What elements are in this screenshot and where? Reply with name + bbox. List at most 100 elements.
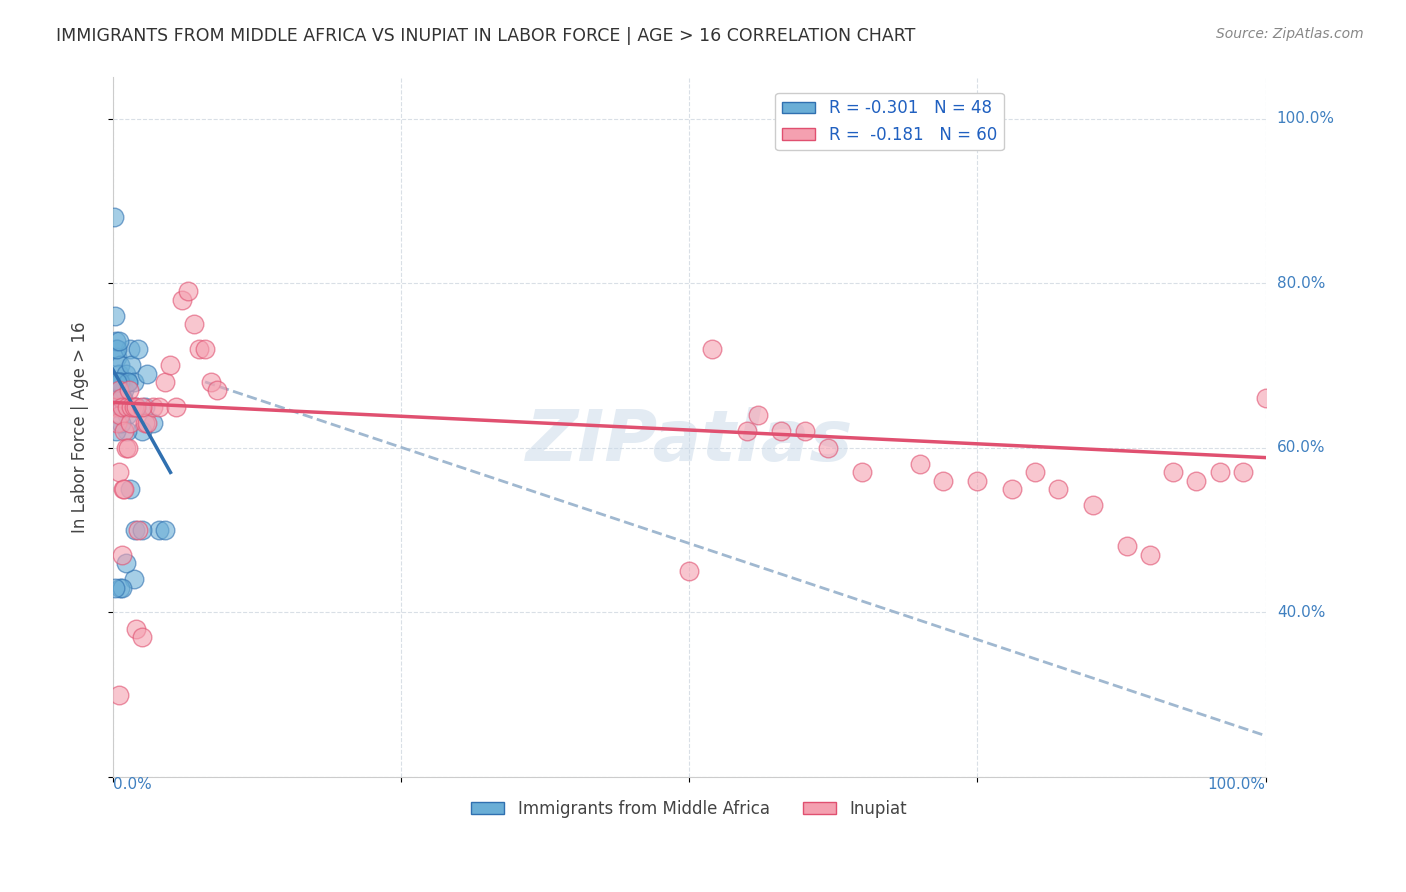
Point [107,375,129,389]
Point [1116,540,1139,554]
Point [124,523,146,537]
Point [115,400,138,414]
Point [165,400,187,414]
Point [125,400,148,414]
Point [127,342,149,356]
Y-axis label: In Labor Force | Age > 16: In Labor Force | Age > 16 [72,321,89,533]
Text: 100.0%: 100.0% [1208,777,1265,792]
Point [107,375,129,389]
Point [108,359,131,373]
Point [107,416,129,430]
Point [105,342,128,356]
Point [104,309,127,323]
Point [131,400,153,414]
Point [114,441,136,455]
Point [205,383,228,397]
Point [112,392,135,406]
Point [108,408,131,422]
Point [107,350,129,364]
Point [1047,482,1070,496]
Point [105,400,128,414]
Point [702,342,724,356]
Point [105,334,128,348]
Point [120,342,142,356]
Point [107,688,129,702]
Point [142,400,165,414]
Point [183,318,205,332]
Point [117,375,139,389]
Point [112,482,135,496]
Text: IMMIGRANTS FROM MIDDLE AFRICA VS INUPIAT IN LABOR FORCE | AGE > 16 CORRELATION C: IMMIGRANTS FROM MIDDLE AFRICA VS INUPIAT… [56,27,915,45]
Point [127,523,149,537]
Point [194,342,217,356]
Text: 40.0%: 40.0% [1277,605,1324,620]
Point [747,408,769,422]
Point [120,400,142,414]
Point [142,416,165,430]
Point [114,556,136,570]
Point [110,392,132,406]
Point [1139,548,1161,562]
Point [125,622,148,636]
Point [117,441,139,455]
Point [110,400,132,414]
Point [1254,392,1277,406]
Point [177,285,200,299]
Point [120,359,142,373]
Text: ZIPatlas: ZIPatlas [526,407,853,475]
Point [148,523,170,537]
Point [1232,466,1254,480]
Point [131,630,153,644]
Point [136,367,159,381]
Point [200,375,222,389]
Point [110,416,132,430]
Text: 100.0%: 100.0% [1277,112,1334,126]
Point [188,342,211,356]
Point [107,367,129,381]
Legend: Immigrants from Middle Africa, Inupiat: Immigrants from Middle Africa, Inupiat [464,793,914,824]
Point [153,375,176,389]
Point [153,523,176,537]
Point [122,400,145,414]
Point [105,375,128,389]
Point [1185,474,1208,488]
Point [122,375,145,389]
Point [170,293,193,307]
Point [115,408,138,422]
Point [111,392,134,406]
Point [107,383,129,397]
Point [104,375,127,389]
Point [112,383,135,397]
Point [148,400,170,414]
Point [120,416,142,430]
Point [107,466,129,480]
Point [1001,482,1024,496]
Point [1163,466,1185,480]
Point [118,383,141,397]
Text: 60.0%: 60.0% [1277,441,1326,455]
Point [111,400,134,414]
Point [159,359,181,373]
Point [108,581,131,595]
Point [115,424,138,438]
Point [735,424,758,438]
Point [1024,466,1046,480]
Point [134,400,156,414]
Point [112,400,135,414]
Point [966,474,988,488]
Point [111,375,134,389]
Point [120,482,142,496]
Point [136,416,159,430]
Point [678,564,700,578]
Text: 80.0%: 80.0% [1277,276,1324,291]
Point [817,441,839,455]
Point [103,211,125,225]
Point [111,581,134,595]
Point [112,424,135,438]
Point [112,482,135,496]
Point [770,424,793,438]
Point [131,424,153,438]
Point [131,523,153,537]
Point [111,548,134,562]
Point [108,400,131,414]
